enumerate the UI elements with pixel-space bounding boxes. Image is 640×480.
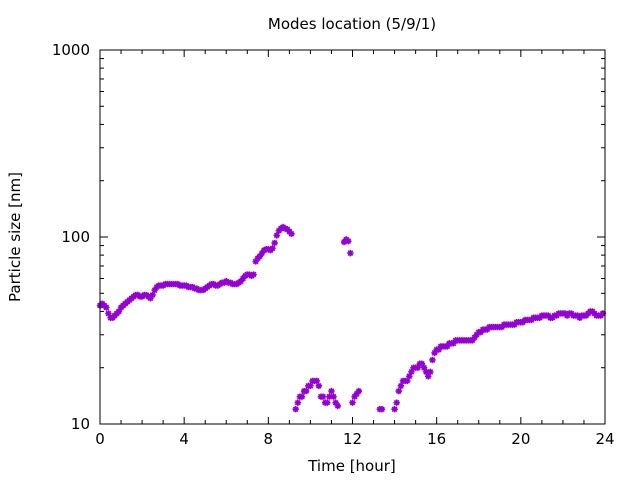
data-point [418,360,426,367]
data-point [288,230,295,238]
data-point [443,343,451,350]
data-point [260,246,268,254]
data-point [378,405,386,413]
chart-title: Modes location (5/9/1) [268,15,436,33]
data-point [292,405,299,413]
data-point [252,258,259,265]
data-point [271,239,278,247]
data-point [450,340,457,347]
data-point [347,249,354,257]
axes: 0 4 8 12 16 20 24 10 100 1000 [52,41,615,448]
data-point [471,334,478,341]
data-point [404,377,411,385]
data-point [319,393,327,400]
data-point [147,295,154,302]
y-axis-label: Particle size [nm] [6,172,24,302]
data-point [265,246,272,253]
x-axis-label: Time [hour] [307,457,396,475]
data-point [395,387,402,395]
data-points [96,223,607,413]
data-point [332,399,339,406]
data-point [435,346,442,353]
data-point [149,291,156,299]
data-point [294,399,301,406]
x-tick-label: 24 [595,430,614,448]
data-point [414,364,421,371]
data-point [406,373,413,380]
data-point [307,382,314,390]
data-point [326,393,333,400]
data-point [427,368,434,376]
data-point [345,237,352,245]
data-point [340,238,348,246]
data-point [103,304,110,311]
data-point [298,393,306,400]
data-point [269,245,276,252]
data-point [313,377,320,385]
data-point [324,399,331,406]
data-point [115,308,123,315]
data-point [349,399,356,406]
data-point [303,387,310,395]
data-point [330,393,337,400]
data-point [353,390,360,398]
x-tick-label: 8 [264,430,274,448]
x-tick-label: 16 [427,430,446,448]
data-point [250,271,257,278]
data-point [431,349,438,357]
y-tick-label: 10 [71,415,90,433]
data-point [256,252,264,260]
data-point [473,331,480,338]
data-point [239,275,247,282]
data-point [477,328,485,336]
data-point [391,405,398,413]
data-point [469,337,476,344]
data-point [408,368,415,376]
x-tick-label: 0 [95,430,105,448]
data-point [151,286,158,294]
data-point [429,356,436,364]
data-point [315,382,323,390]
y-tick-label: 1000 [52,41,90,59]
data-point [599,310,607,317]
x-tick-label: 12 [343,430,362,448]
data-point [105,310,112,317]
x-tick-label: 4 [179,430,189,448]
data-point [397,382,405,390]
data-point [393,399,400,406]
data-point [425,373,432,380]
data-point [355,387,363,395]
data-point [334,402,341,410]
data-point [273,232,280,239]
data-point [420,364,428,371]
data-point [351,393,358,400]
plot-frame [99,49,606,425]
y-tick-label: 100 [61,228,90,246]
data-point [258,249,266,257]
data-point [422,368,430,376]
x-tick-label: 20 [511,430,530,448]
data-point [237,278,245,285]
data-point [328,387,335,395]
